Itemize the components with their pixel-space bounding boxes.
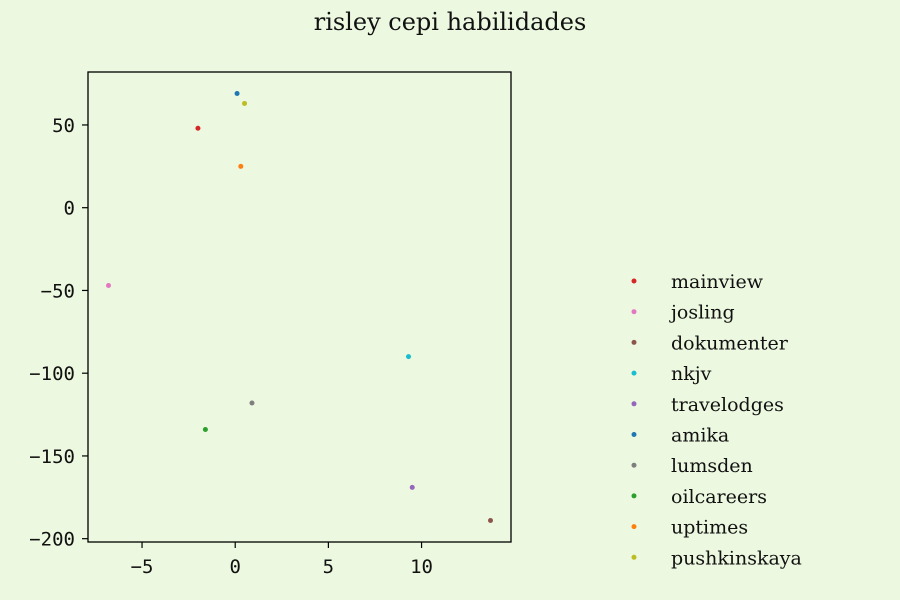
legend-marker xyxy=(631,524,637,530)
point-uptimes xyxy=(238,163,244,169)
y-tick-label: −50 xyxy=(41,280,75,302)
legend-marker xyxy=(631,339,637,345)
legend-item-uptimes: uptimes xyxy=(631,517,748,539)
legend-label: lumsden xyxy=(671,455,753,477)
legend-item-nkjv: nkjv xyxy=(631,363,712,385)
legend-marker xyxy=(631,432,637,437)
x-tick-label: 5 xyxy=(323,556,334,578)
legend: mainview josling dokumenter nkjv travelodges… xyxy=(631,271,802,569)
point-dokumenter xyxy=(488,517,494,523)
legend-item-amika: amika xyxy=(631,425,729,447)
legend-marker xyxy=(631,554,637,560)
point-travelodges xyxy=(409,484,415,490)
legend-label: uptimes xyxy=(671,517,748,539)
x-tick-label: −5 xyxy=(131,556,154,578)
point-josling xyxy=(105,282,111,288)
chart-title: risley cepi habilidades xyxy=(314,8,587,36)
y-tick-label: 0 xyxy=(64,198,75,220)
y-tick-label: −150 xyxy=(29,446,75,468)
legend-label: oilcareers xyxy=(671,486,767,508)
legend-label: pushkinskaya xyxy=(671,547,802,569)
legend-item-oilcareers: oilcareers xyxy=(631,486,767,508)
y-tick-label: −200 xyxy=(29,529,75,551)
point-lumsden xyxy=(249,400,255,406)
y-tick-label: 50 xyxy=(52,115,75,137)
legend-marker xyxy=(631,309,637,315)
legend-label: nkjv xyxy=(671,363,712,385)
y-axis: 50 0 −50 −100 −150 −200 xyxy=(29,115,88,551)
x-tick-label: 10 xyxy=(410,556,433,578)
legend-marker xyxy=(631,493,637,499)
point-oilcareers xyxy=(202,426,208,432)
legend-marker xyxy=(631,462,637,468)
legend-item-dokumenter: dokumenter xyxy=(631,332,789,354)
point-mainview xyxy=(195,125,201,131)
point-pushkinskaya xyxy=(242,100,248,106)
legend-label: travelodges xyxy=(671,394,784,416)
legend-label: dokumenter xyxy=(671,332,789,354)
legend-marker xyxy=(631,370,637,376)
plot-area-frame xyxy=(87,71,512,543)
y-tick-label: −100 xyxy=(29,363,75,385)
legend-marker xyxy=(631,278,637,284)
legend-item-lumsden: lumsden xyxy=(631,455,753,477)
data-points xyxy=(105,91,494,523)
legend-item-pushkinskaya: pushkinskaya xyxy=(631,547,802,569)
legend-item-josling: josling xyxy=(631,302,735,324)
legend-label: josling xyxy=(669,302,735,324)
legend-marker xyxy=(631,401,637,407)
legend-label: amika xyxy=(671,425,729,447)
legend-item-travelodges: travelodges xyxy=(631,394,784,416)
x-tick-label: 0 xyxy=(229,556,240,578)
legend-item-mainview: mainview xyxy=(631,271,764,293)
x-axis: −5 0 5 10 xyxy=(131,542,433,578)
point-nkjv xyxy=(406,354,412,360)
point-amika xyxy=(234,91,240,97)
legend-label: mainview xyxy=(671,271,764,293)
